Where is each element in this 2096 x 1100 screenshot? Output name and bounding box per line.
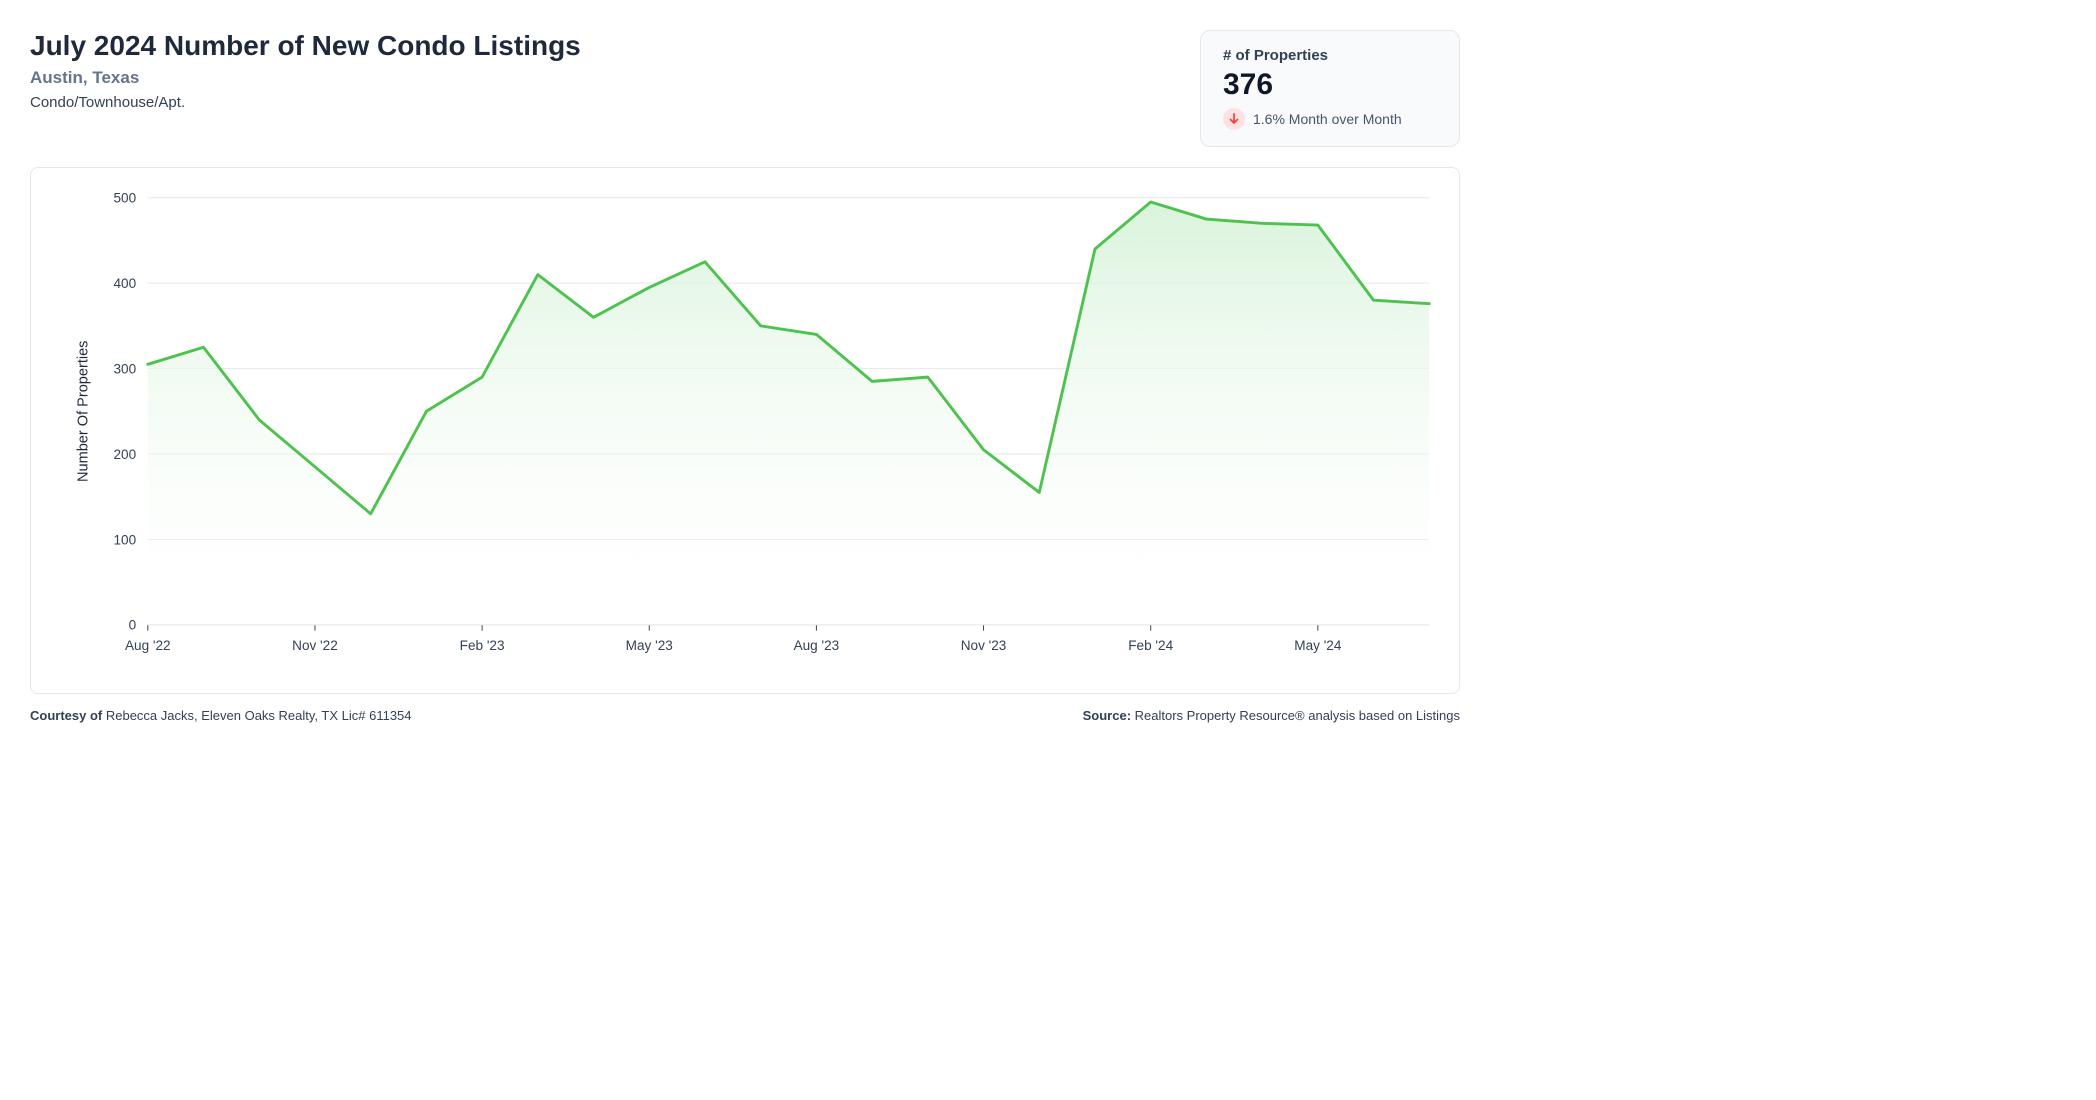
stat-change: 1.6% Month over Month [1223,108,1437,130]
stat-card: # of Properties 376 1.6% Month over Mont… [1200,30,1460,147]
chart-container: 0 100 200 300 400 500 Number Of Properties Aug … [30,167,1460,694]
x-tick-label: Nov '22 [292,638,338,653]
arrow-down-icon [1223,108,1245,130]
footer-row: Courtesy of Rebecca Jacks, Eleven Oaks R… [30,708,1460,723]
y-axis-label: Number Of Properties [76,341,92,482]
x-tick-label: Aug '22 [125,638,171,653]
source-line: Source: Realtors Property Resource® anal… [1083,708,1460,723]
stat-change-text: 1.6% Month over Month [1253,111,1402,127]
header-row: July 2024 Number of New Condo Listings A… [30,30,1460,147]
x-tick-label: May '23 [626,638,673,653]
y-tick-label: 200 [113,447,136,462]
x-tick-label: Aug '23 [794,638,840,653]
y-tick-label: 300 [113,361,136,376]
area-fill [148,202,1429,625]
area-chart: 0 100 200 300 400 500 Number Of Properties Aug … [41,188,1439,673]
courtesy-line: Courtesy of Rebecca Jacks, Eleven Oaks R… [30,708,412,723]
courtesy-label: Courtesy of [30,708,106,723]
x-tick-label: Feb '24 [1128,638,1173,653]
y-tick-label: 100 [113,532,136,547]
stat-label: # of Properties [1223,47,1437,64]
source-text: Realtors Property Resource® analysis bas… [1135,708,1460,723]
property-type: Condo/Townhouse/Apt. [30,94,1200,111]
title-block: July 2024 Number of New Condo Listings A… [30,30,1200,111]
page-title: July 2024 Number of New Condo Listings [30,30,1200,62]
y-tick-label: 500 [113,191,136,206]
x-tick-label: Feb '23 [460,638,505,653]
y-tick-label: 400 [113,276,136,291]
x-tick-label: Nov '23 [961,638,1007,653]
x-tick-label: May '24 [1294,638,1342,653]
courtesy-text: Rebecca Jacks, Eleven Oaks Realty, TX Li… [106,708,412,723]
y-tick-label: 0 [129,618,137,633]
stat-value: 376 [1223,68,1437,102]
source-label: Source: [1083,708,1135,723]
location-subtitle: Austin, Texas [30,68,1200,88]
